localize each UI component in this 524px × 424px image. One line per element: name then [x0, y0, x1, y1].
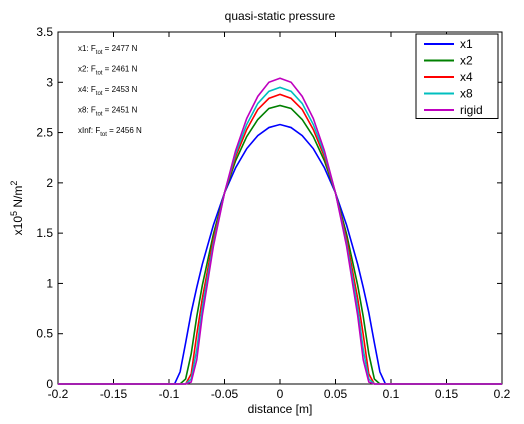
annotation-text: = 2456 N [107, 126, 142, 135]
x-tick-label: 0 [277, 387, 284, 401]
annotation-text: = 2453 N [102, 85, 137, 94]
x-tick-label: -0.1 [159, 387, 180, 401]
x-tick-label: 0.05 [324, 387, 348, 401]
series-line [58, 77, 502, 385]
x-tick-label: 0.1 [383, 387, 400, 401]
annotation-text: = 2461 N [102, 65, 137, 74]
y-axis-label-part: x10 [11, 216, 25, 236]
annotation-text: x8: F [78, 106, 96, 115]
legend-label: x4 [460, 70, 473, 84]
x-tick-label: -0.05 [211, 387, 239, 401]
annotation-text: x1: F [78, 44, 96, 53]
annotation-text: = 2451 N [102, 106, 137, 115]
legend-label: rigid [460, 103, 483, 117]
x-tick-label: 0.2 [494, 387, 511, 401]
y-tick-label: 0 [46, 377, 53, 391]
annotation-subscript: tot [100, 132, 107, 138]
legend-label: x8 [460, 87, 473, 101]
annotation-text: x4: F [78, 85, 96, 94]
annotation-text: = 2477 N [102, 44, 137, 53]
series-line [58, 93, 502, 385]
annotation: x2: Ftot = 2461 N [78, 65, 138, 77]
x-tick-label: -0.2 [48, 387, 69, 401]
annotation-subscript: tot [96, 71, 103, 77]
annotation: x1: Ftot = 2477 N [78, 44, 138, 56]
annotation: xInf: Ftot = 2456 N [78, 126, 142, 138]
y-tick-label: 3 [46, 75, 53, 89]
annotation: x4: Ftot = 2453 N [78, 85, 138, 97]
x-tick-label: 0.15 [435, 387, 459, 401]
y-axis-label-part: 2 [9, 181, 19, 186]
y-tick-label: 1.5 [36, 226, 53, 240]
x-tick-label: -0.15 [100, 387, 128, 401]
annotation-subscript: tot [96, 50, 103, 56]
legend-label: x2 [460, 54, 473, 68]
y-axis-label-part: N/m [11, 186, 25, 211]
y-tick-label: 2 [46, 176, 53, 190]
chart-title: quasi-static pressure [225, 9, 336, 23]
y-tick-label: 3.5 [36, 25, 53, 39]
x-axis-label: distance [m] [248, 402, 313, 416]
y-axis-label: x105 N/m2 [9, 181, 25, 236]
series-line [58, 104, 502, 385]
series-line [58, 123, 502, 385]
y-tick-label: 0.5 [36, 327, 53, 341]
annotation-subscript: tot [96, 112, 103, 118]
annotation-subscript: tot [96, 91, 103, 97]
y-axis-label-part: 5 [9, 211, 19, 216]
y-tick-label: 1 [46, 276, 53, 290]
series-line [58, 86, 502, 385]
y-tick-label: 2.5 [36, 126, 53, 140]
legend-label: x1 [460, 37, 473, 51]
annotation: x8: Ftot = 2451 N [78, 106, 138, 118]
annotation-text: x2: F [78, 65, 96, 74]
annotation-text: xInf: F [78, 126, 100, 135]
